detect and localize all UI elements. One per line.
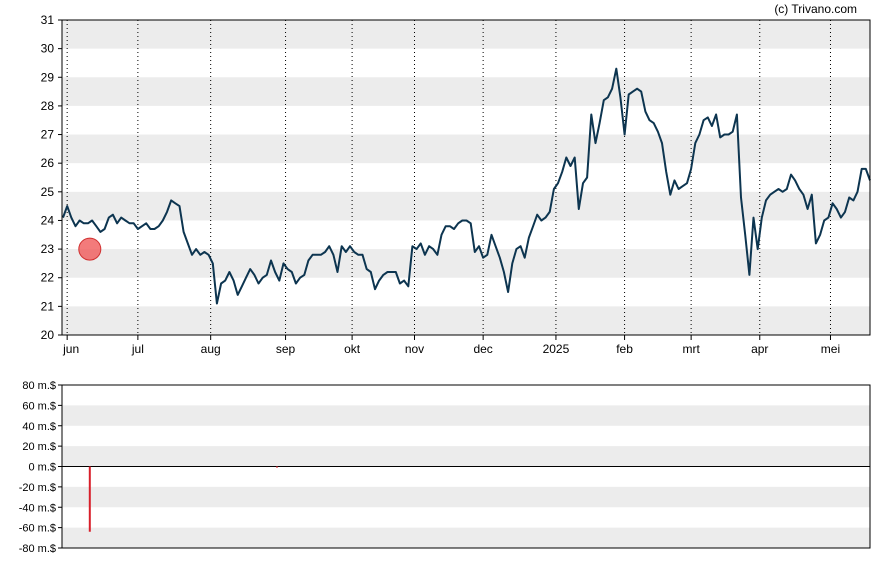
price-band bbox=[62, 20, 870, 49]
x-tick-label: jun bbox=[62, 342, 79, 356]
y-tick-label: -60 m.$ bbox=[19, 523, 56, 535]
y-tick-label: 27 bbox=[41, 128, 55, 142]
volume-band bbox=[62, 405, 870, 426]
volume-bands bbox=[62, 405, 870, 548]
y-tick-label: 40 m.$ bbox=[22, 421, 56, 433]
volume-y-axis: 80 m.$ 60 m.$ 40 m.$ 20 m.$ 0 m.$ -20 m.$ -40 … bbox=[19, 380, 62, 555]
x-tick-label: dec bbox=[473, 342, 492, 356]
price-band bbox=[62, 134, 870, 164]
price-band bbox=[62, 191, 870, 221]
volume-band bbox=[62, 527, 870, 548]
x-tick-label: sep bbox=[276, 342, 296, 356]
y-tick-label: 25 bbox=[41, 185, 55, 199]
event-marker bbox=[78, 237, 102, 261]
y-tick-label: 26 bbox=[41, 156, 55, 170]
y-tick-label: -40 m.$ bbox=[19, 502, 56, 514]
x-tick-label: jul bbox=[131, 342, 144, 356]
price-x-axis: jun jul aug sep okt nov dec 2025 feb mrt apr mei bbox=[62, 335, 840, 356]
x-tick-label: okt bbox=[344, 342, 361, 356]
price-line bbox=[62, 67, 871, 305]
y-tick-label: -80 m.$ bbox=[19, 543, 56, 555]
y-tick-label: 22 bbox=[41, 271, 55, 285]
volume-band bbox=[62, 446, 870, 467]
price-plot-frame bbox=[61, 19, 871, 336]
x-tick-label: 2025 bbox=[543, 342, 570, 356]
price-band bbox=[62, 306, 870, 335]
x-tick-label: apr bbox=[751, 342, 768, 356]
price-bands bbox=[62, 20, 870, 335]
y-tick-label: 21 bbox=[41, 299, 55, 313]
price-band bbox=[62, 249, 870, 278]
x-tick-label: mrt bbox=[682, 342, 700, 356]
y-tick-label: 29 bbox=[41, 70, 55, 84]
y-tick-label: 28 bbox=[41, 99, 55, 113]
price-month-gridlines bbox=[66, 20, 831, 335]
x-tick-label: aug bbox=[201, 342, 221, 356]
volume-chart: 80 m.$ 60 m.$ 40 m.$ 20 m.$ 0 m.$ -20 m.$ -40 … bbox=[19, 380, 871, 555]
x-tick-label: mei bbox=[821, 342, 840, 356]
y-tick-label: -20 m.$ bbox=[19, 482, 56, 494]
y-tick-label: 0 m.$ bbox=[28, 462, 56, 474]
y-tick-label: 24 bbox=[41, 213, 55, 227]
y-tick-label: 20 m.$ bbox=[22, 441, 56, 453]
price-chart: 20 21 22 23 24 25 26 27 28 29 30 31 jun jul aug sep okt… bbox=[41, 13, 871, 356]
volume-band bbox=[62, 486, 870, 508]
x-tick-label: nov bbox=[405, 342, 424, 356]
price-band bbox=[62, 77, 870, 106]
volume-bars bbox=[88, 466, 278, 532]
y-tick-label: 31 bbox=[41, 13, 55, 27]
price-markers bbox=[78, 237, 102, 261]
x-tick-label: feb bbox=[616, 342, 633, 356]
y-tick-label: 23 bbox=[41, 242, 55, 256]
y-tick-label: 30 bbox=[41, 42, 55, 56]
y-tick-label: 60 m.$ bbox=[22, 400, 56, 412]
credit-text: (c) Trivano.com bbox=[774, 2, 857, 16]
price-y-axis: 20 21 22 23 24 25 26 27 28 29 30 31 bbox=[41, 13, 62, 342]
y-tick-label: 20 bbox=[41, 328, 55, 342]
y-tick-label: 80 m.$ bbox=[22, 380, 56, 392]
